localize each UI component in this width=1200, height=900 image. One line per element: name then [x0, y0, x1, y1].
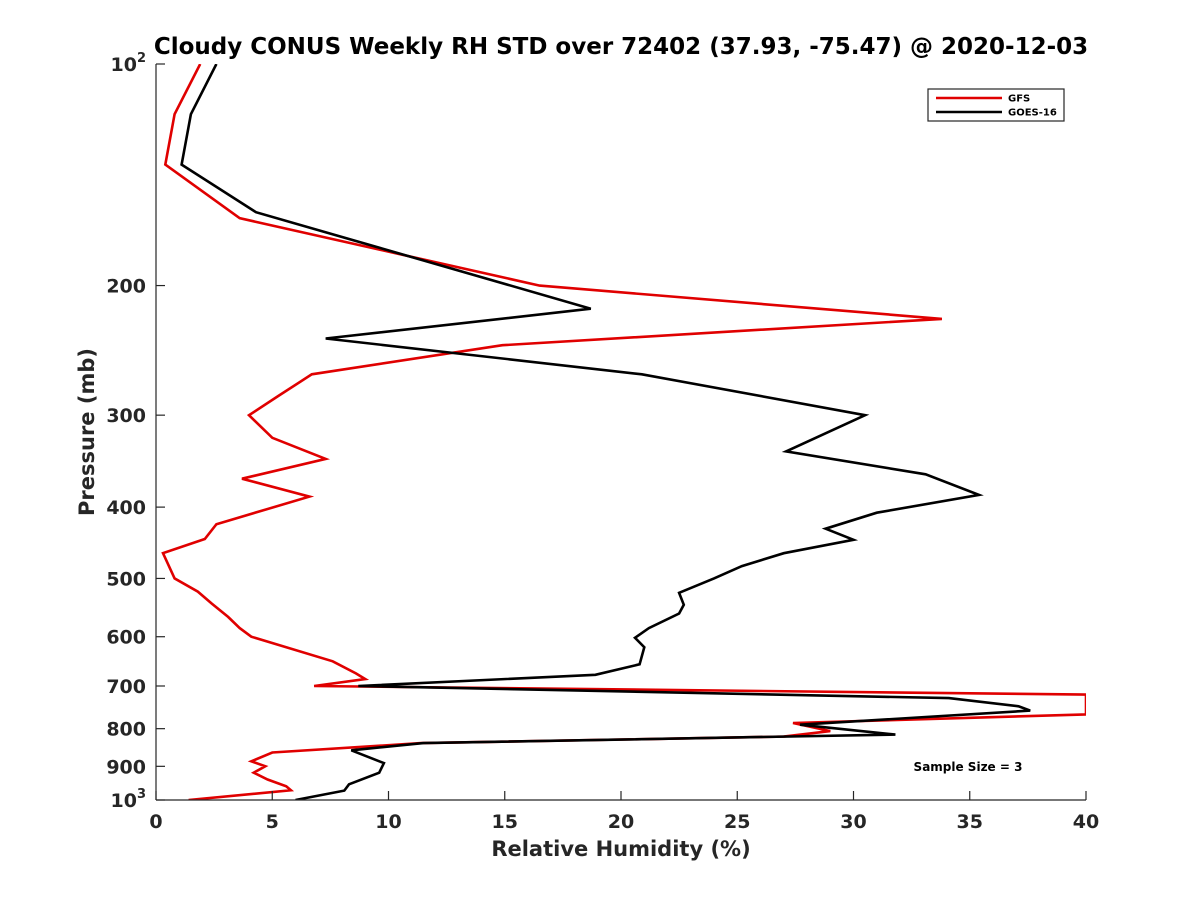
y-axis-label: Pressure (mb) — [75, 348, 99, 516]
x-tick-label: 0 — [149, 811, 162, 833]
y-tick-label: 102 — [111, 51, 147, 76]
legend-label: GFS — [1008, 94, 1030, 105]
series-line-goes-16 — [180, 64, 1031, 800]
plot-area — [156, 64, 1086, 800]
series-layer — [161, 64, 1086, 800]
sample-size-annotation: Sample Size = 3 — [914, 760, 1023, 774]
legend-label: GOES-16 — [1008, 108, 1057, 119]
y-tick-label: 800 — [106, 719, 146, 741]
x-tick-label: 5 — [266, 811, 279, 833]
x-tick-label: 20 — [608, 811, 634, 833]
x-tick-label: 30 — [840, 811, 866, 833]
x-tick-label: 35 — [957, 811, 983, 833]
y-tick-label: 900 — [106, 756, 146, 778]
x-tick-label: 25 — [724, 811, 750, 833]
y-tick-label: 600 — [106, 627, 146, 649]
x-axis-label: Relative Humidity (%) — [491, 837, 750, 861]
y-tick-label: 400 — [106, 497, 146, 519]
series-line-gfs — [161, 64, 1086, 800]
legend-box — [927, 88, 1065, 122]
y-tick-labels: 102 200 300 400 500 600 700 800 900 103 — [106, 51, 146, 812]
y-tick-label: 700 — [106, 676, 146, 698]
x-tick-label: 15 — [492, 811, 518, 833]
chart-title: Cloudy CONUS Weekly RH STD over 72402 (3… — [154, 34, 1088, 60]
x-tick-labels: 0 5 10 15 20 25 30 35 40 — [149, 811, 1099, 833]
y-tick-label: 300 — [106, 405, 146, 427]
axes-layer — [155, 63, 1087, 801]
x-tick-label: 10 — [375, 811, 401, 833]
y-tick-label: 103 — [111, 787, 147, 812]
y-tick-label: 200 — [106, 276, 146, 298]
y-tick-label: 500 — [106, 568, 146, 590]
x-tick-label: 40 — [1073, 811, 1099, 833]
legend: GFS GOES-16 — [927, 88, 1065, 122]
